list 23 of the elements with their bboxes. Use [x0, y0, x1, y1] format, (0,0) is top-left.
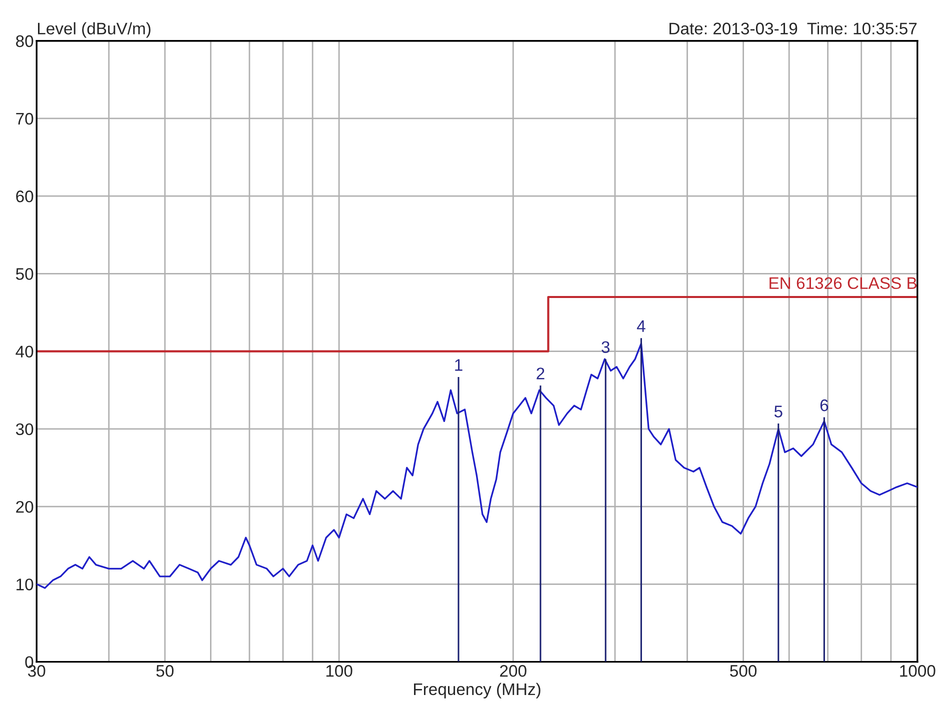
- x-tick-label: 500: [730, 665, 757, 677]
- x-axis-title: Frequency (MHz): [414, 682, 540, 698]
- annotation: 3: [602, 341, 610, 354]
- y-tick-label: 20: [16, 500, 34, 513]
- x-tick-label: 1000: [900, 665, 936, 677]
- y-tick-label: 50: [16, 268, 34, 280]
- x-tick-label: 50: [156, 665, 174, 677]
- y-axis-title: Level (dBuV/m): [38, 22, 150, 38]
- annotation: 5: [774, 406, 782, 418]
- annotation: 6: [820, 399, 828, 412]
- y-tick-label: 30: [16, 423, 34, 436]
- annotation: 2: [536, 368, 544, 380]
- x-tick-label: 100: [326, 665, 352, 677]
- annotation: 4: [636, 320, 646, 332]
- y-tick-label: 80: [16, 35, 34, 48]
- y-tick-label: 40: [16, 346, 34, 358]
- series-label: EN 61326 CLASS B: [770, 277, 917, 290]
- y-tick-label: 60: [16, 190, 34, 202]
- x-tick-label: 200: [500, 665, 526, 677]
- y-tick-label: 10: [16, 578, 34, 590]
- annotation: 1: [455, 359, 462, 371]
- text: Date: 2013-03-19 Time: 10:35:57: [670, 22, 917, 34]
- y-tick-label: 70: [16, 112, 34, 125]
